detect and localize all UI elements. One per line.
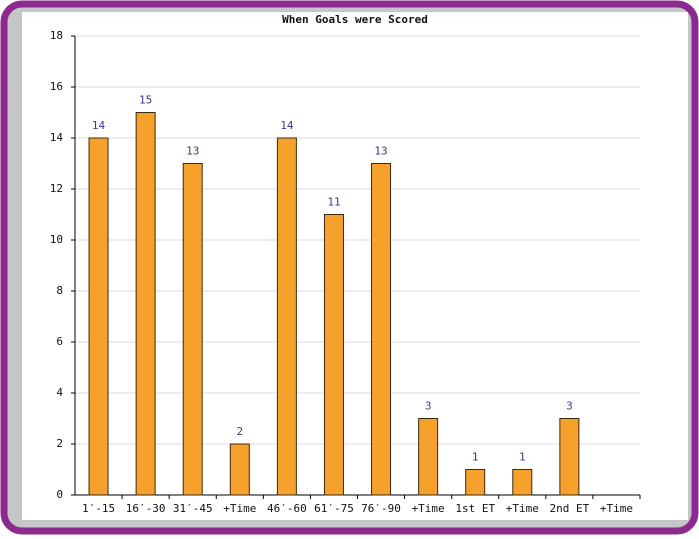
value-label: 14 <box>92 119 106 132</box>
x-tick-label: 16′-30 <box>126 502 166 515</box>
value-label: 3 <box>566 400 573 413</box>
value-label: 3 <box>425 400 432 413</box>
y-tick-label: 4 <box>56 386 63 399</box>
x-tick-label: 1′-15 <box>82 502 115 515</box>
bar <box>276 137 297 496</box>
bar <box>323 214 344 496</box>
x-tick-label: 2nd ET <box>550 502 590 515</box>
value-label: 14 <box>280 119 294 132</box>
value-label: 13 <box>374 145 387 158</box>
x-tick-label: 61′-75 <box>314 502 354 515</box>
y-tick-label: 12 <box>50 182 63 195</box>
value-label: 13 <box>186 145 199 158</box>
x-tick-label: 31′-45 <box>173 502 213 515</box>
y-tick-label: 6 <box>56 335 63 348</box>
value-label: 15 <box>139 94 152 107</box>
y-tick-label: 8 <box>56 284 63 297</box>
bar <box>559 418 580 496</box>
x-tick-label: +Time <box>412 502 445 515</box>
bar <box>135 112 156 496</box>
bar <box>371 163 392 496</box>
y-tick-label: 10 <box>50 233 63 246</box>
bar <box>88 137 109 496</box>
x-tick-label: 46′-60 <box>267 502 307 515</box>
y-tick-label: 2 <box>56 437 63 450</box>
bar <box>418 418 439 496</box>
bar <box>182 163 203 496</box>
x-tick-label: +Time <box>223 502 256 515</box>
bar <box>512 469 533 496</box>
value-label: 11 <box>327 196 340 209</box>
x-tick-label: 76′-90 <box>361 502 401 515</box>
value-label: 1 <box>519 451 526 464</box>
x-tick-label: +Time <box>600 502 633 515</box>
y-tick-label: 16 <box>50 80 63 93</box>
y-tick-label: 0 <box>56 488 63 501</box>
y-tick-label: 18 <box>50 29 63 42</box>
value-label: 1 <box>472 451 479 464</box>
chart-title: When Goals were Scored <box>282 13 428 26</box>
x-tick-label: +Time <box>506 502 539 515</box>
value-label: 2 <box>236 425 243 438</box>
bar <box>229 443 250 496</box>
y-tick-label: 14 <box>50 131 64 144</box>
bar <box>465 469 486 496</box>
x-tick-label: 1st ET <box>455 502 495 515</box>
